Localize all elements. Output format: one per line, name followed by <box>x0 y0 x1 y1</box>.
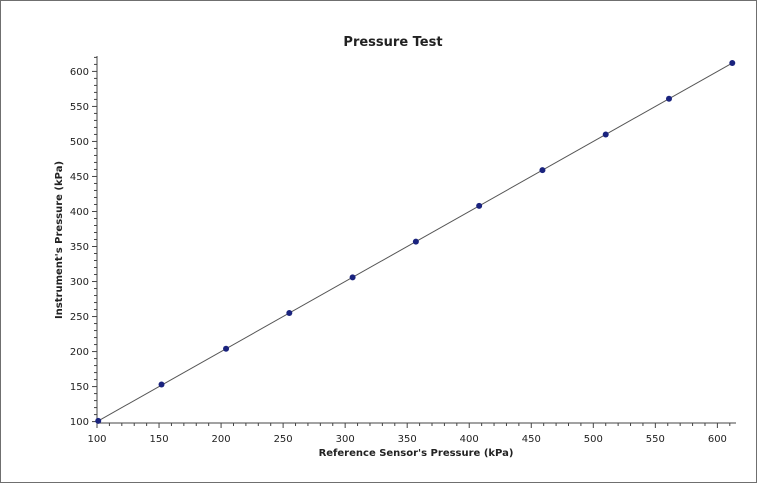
y-tick-label: 400 <box>70 207 89 218</box>
y-tick-label: 250 <box>70 312 89 323</box>
data-point <box>158 381 165 388</box>
x-ticks: 100 150 200 250 300 350 400 450 500 550 600 <box>87 423 731 445</box>
data-points <box>95 60 736 424</box>
x-tick-label: 150 <box>149 434 168 445</box>
data-point <box>476 202 483 209</box>
x-tick-label: 500 <box>584 434 603 445</box>
y-ticks: 100 150 200 250 300 350 400 450 500 550 600 <box>70 56 97 428</box>
data-point <box>602 131 609 138</box>
data-point <box>95 417 102 424</box>
x-tick-label: 450 <box>522 434 541 445</box>
data-point <box>729 60 736 67</box>
data-point <box>286 310 293 317</box>
chart-title: Pressure Test <box>343 35 442 50</box>
x-axis-label: Reference Sensor's Pressure (kPa) <box>319 448 514 459</box>
x-tick-label: 250 <box>274 434 293 445</box>
x-tick-label: 200 <box>212 434 231 445</box>
y-tick-label: 350 <box>70 242 89 253</box>
x-tick-label: 400 <box>460 434 479 445</box>
data-point <box>539 167 546 174</box>
y-tick-label: 200 <box>70 347 89 358</box>
y-tick-label: 500 <box>70 137 89 148</box>
y-axis-label: Instrument's Pressure (kPa) <box>54 161 65 319</box>
plot-area: 100 150 200 250 300 350 400 450 500 550 600 100 150… <box>70 56 736 445</box>
x-tick-label: 300 <box>336 434 355 445</box>
y-tick-label: 550 <box>70 102 89 113</box>
x-tick-label: 350 <box>398 434 417 445</box>
y-tick-label: 450 <box>70 172 89 183</box>
x-tick-label: 100 <box>87 434 106 445</box>
data-point <box>665 95 672 102</box>
x-tick-label: 550 <box>646 434 665 445</box>
data-point <box>412 238 419 245</box>
x-tick-label: 600 <box>708 434 727 445</box>
data-point <box>349 274 356 281</box>
y-tick-label: 100 <box>70 417 89 428</box>
data-point <box>223 345 230 352</box>
y-tick-label: 600 <box>70 67 89 78</box>
y-tick-label: 300 <box>70 277 89 288</box>
y-tick-label: 150 <box>70 382 89 393</box>
